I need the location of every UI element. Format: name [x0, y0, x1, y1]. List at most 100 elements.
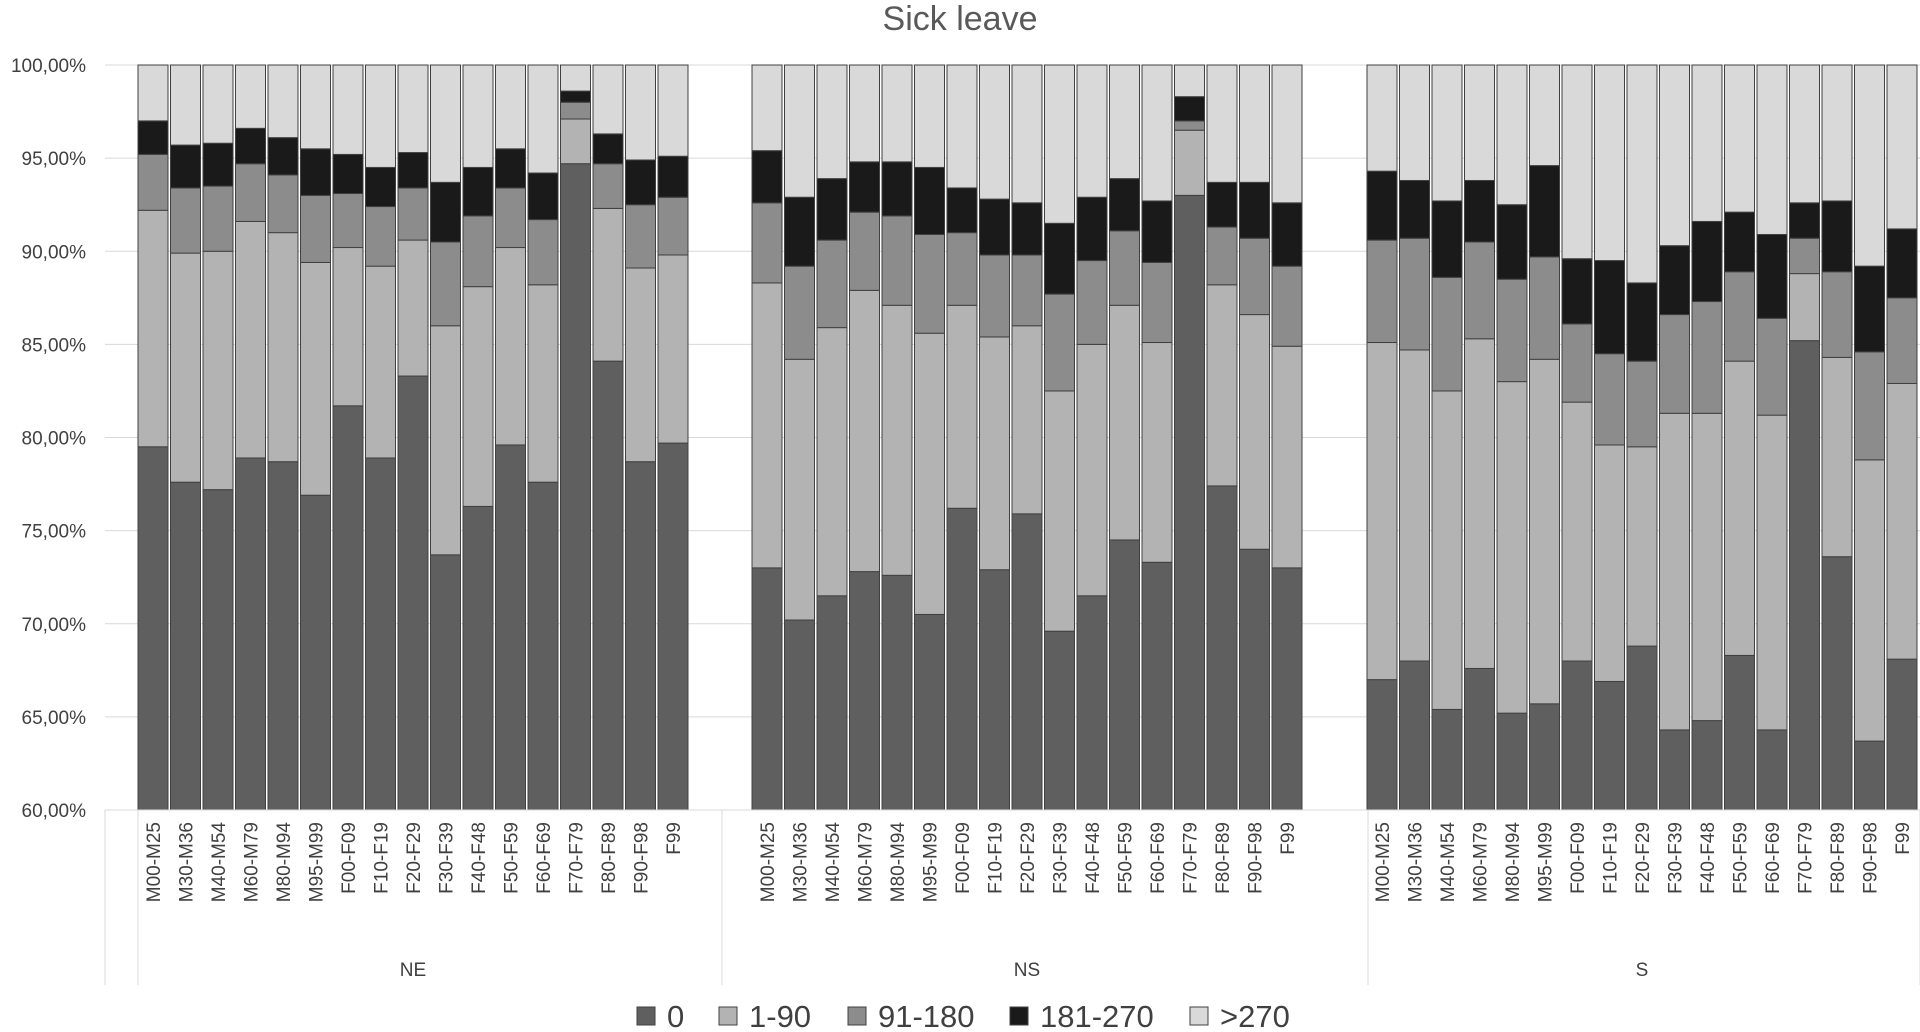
- bar-segment-NE-F99->270: [657, 64, 689, 157]
- bar-segment-NS-F20-F29->270: [1011, 64, 1043, 204]
- bar-segment-S-F99->270: [1886, 64, 1918, 230]
- x-tick-label: F00-F09: [1568, 822, 1589, 894]
- bar-segment-NS-F50-F59-1-90: [1109, 304, 1140, 541]
- bar-segment-S-F80-F89-0: [1821, 556, 1853, 811]
- bar-segment-NS-F60-F69->270: [1141, 64, 1173, 202]
- x-tick-label: F50-F59: [502, 822, 523, 894]
- y-tick-label: 95,00%: [22, 149, 87, 170]
- bar-segment-S-F00-F09->270: [1561, 64, 1593, 260]
- bar-segment-NE-M30-M36-91-180: [170, 187, 201, 254]
- x-tick-label: F20-F29: [1018, 822, 1039, 894]
- bar-segment-S-F40-F48-91-180: [1691, 301, 1723, 414]
- bar-segment-NE-M00-M25-181-270: [137, 120, 169, 155]
- bar-segment-NE-F90-F98-1-90: [625, 267, 656, 463]
- legend-swatch-1-90: [718, 1006, 738, 1026]
- x-tick-label: F50-F59: [1116, 822, 1137, 894]
- bar-segment-NS-M95-M99-1-90: [914, 332, 945, 615]
- bar-segment-S-F30-F39-181-270: [1659, 245, 1690, 316]
- bar-segment-NS-M80-M94-181-270: [881, 161, 913, 217]
- bar-segment-S-M95-M99-91-180: [1529, 256, 1560, 360]
- x-tick-label: F70-F79: [1796, 822, 1817, 894]
- bar-segment-NS-M30-M36-181-270: [784, 196, 815, 267]
- bar-segment-S-M00-M25-181-270: [1366, 170, 1398, 241]
- x-tick-label: F80-F89: [1828, 822, 1849, 894]
- bar-segment-S-F00-F09-91-180: [1561, 323, 1593, 403]
- x-tick-label: F60-F69: [1763, 822, 1784, 894]
- bar-segment-NS-F00-F09-181-270: [946, 187, 978, 234]
- x-tick-label: F40-F48: [1083, 822, 1104, 894]
- bar-segment-NS-F80-F89-0: [1206, 485, 1238, 811]
- bar-segment-NE-F10-F19-1-90: [365, 265, 396, 459]
- bar-segment-NE-M60-M79-91-180: [235, 163, 266, 222]
- bar-segment-NS-M30-M36-1-90: [784, 358, 815, 621]
- x-tick-label: F90-F98: [1246, 822, 1267, 894]
- chart-title: Sick leave: [883, 0, 1038, 38]
- bar-segment-NS-F80-F89->270: [1206, 64, 1238, 183]
- x-tick-label: M30-M36: [1406, 822, 1427, 902]
- legend-label: >270: [1220, 999, 1290, 1032]
- bar-segment-NE-F90-F98->270: [625, 64, 656, 161]
- bar-segment-NE-F90-F98-91-180: [625, 204, 656, 269]
- y-tick-label: 90,00%: [22, 242, 87, 263]
- x-tick-label: F99: [1278, 822, 1299, 855]
- bar-segment-NS-F00-F09-91-180: [946, 232, 978, 306]
- bar-segment-NS-F99-0: [1271, 567, 1303, 811]
- bar-segment-NE-M60-M79-1-90: [235, 220, 266, 459]
- bar-segment-NE-F40-F48-0: [462, 505, 494, 811]
- bar-segment-NE-F70-F79->270: [560, 64, 591, 92]
- x-tick-label: M00-M25: [1373, 822, 1394, 902]
- bar-segment-NE-M80-M94-181-270: [267, 137, 299, 176]
- bar-segment-NE-F20-F29-181-270: [397, 152, 429, 189]
- x-tick-label: M95-M99: [1536, 822, 1557, 902]
- bar-segment-S-M40-M54-91-180: [1431, 276, 1463, 392]
- bar-segment-NE-F70-F79-181-270: [560, 90, 591, 103]
- bar-segment-NE-F30-F39-1-90: [430, 325, 461, 556]
- bar-segment-S-F50-F59->270: [1724, 64, 1755, 213]
- bar-segment-NE-F10-F19-0: [365, 457, 396, 811]
- bar-segment-S-F80-F89-181-270: [1821, 200, 1853, 273]
- bar-segment-S-F50-F59-0: [1724, 654, 1755, 811]
- x-tick-label: F60-F69: [1148, 822, 1169, 894]
- bar-segment-NE-F60-F69-1-90: [527, 284, 559, 483]
- bar-segment-NS-F30-F39-1-90: [1044, 390, 1075, 632]
- x-tick-label: F80-F89: [1213, 822, 1234, 894]
- bar-segment-NE-M00-M25-0: [137, 446, 169, 811]
- bar-segment-NE-F50-F59-1-90: [495, 247, 526, 446]
- bar-segment-NE-F90-F98-0: [625, 461, 656, 811]
- bar-segment-NE-F60-F69-181-270: [527, 172, 559, 221]
- bar-segment-S-F20-F29-91-180: [1626, 360, 1658, 448]
- x-tick-label: M60-M79: [1471, 822, 1492, 902]
- bar-segment-NS-F50-F59->270: [1109, 64, 1140, 180]
- bar-segment-S-M60-M79-181-270: [1464, 179, 1495, 243]
- bar-segment-NE-F00-F09-0: [332, 405, 364, 811]
- x-tick-label: M80-M94: [274, 822, 295, 903]
- x-tick-label: F30-F39: [1666, 822, 1687, 894]
- y-tick-label: 100,00%: [11, 56, 86, 77]
- bar-segment-NE-F30-F39-0: [430, 554, 461, 811]
- bar-segment-S-F20-F29-0: [1626, 645, 1658, 811]
- bar-segment-NS-F80-F89-1-90: [1206, 284, 1238, 487]
- x-tick-label: F70-F79: [1181, 822, 1202, 894]
- bar-segment-NE-F20-F29->270: [397, 64, 429, 154]
- bar-segment-S-M80-M94-91-180: [1496, 278, 1528, 383]
- legend-label: 91-180: [878, 999, 975, 1032]
- bar-segment-S-M30-M36-1-90: [1399, 349, 1430, 662]
- legend-swatch-181-270: [1009, 1006, 1029, 1026]
- bar-segment-S-F10-F19-91-180: [1594, 353, 1625, 446]
- x-tick-label: M40-M54: [1438, 822, 1459, 903]
- bar-segment-S-F40-F48->270: [1691, 64, 1723, 222]
- x-tick-label: M60-M79: [856, 822, 877, 902]
- bar-segment-S-F20-F29->270: [1626, 64, 1658, 284]
- bar-segment-S-F99-91-180: [1886, 297, 1918, 384]
- bar-segment-S-F90-F98-1-90: [1854, 459, 1885, 742]
- bar-segment-NE-M40-M54-91-180: [202, 185, 234, 252]
- bar-segment-NE-M40-M54->270: [202, 64, 234, 144]
- bar-segment-NS-M60-M79-0: [849, 571, 880, 811]
- bar-segment-NS-F00-F09-1-90: [946, 304, 978, 509]
- bar-segment-S-F10-F19-1-90: [1594, 444, 1625, 682]
- y-tick-label: 75,00%: [22, 522, 87, 543]
- bar-segment-S-F40-F48-0: [1691, 720, 1723, 811]
- bar-segment-NE-M60-M79-181-270: [235, 127, 266, 165]
- bar-segment-S-F99-1-90: [1886, 382, 1918, 660]
- bar-segment-S-F30-F39-91-180: [1659, 314, 1690, 414]
